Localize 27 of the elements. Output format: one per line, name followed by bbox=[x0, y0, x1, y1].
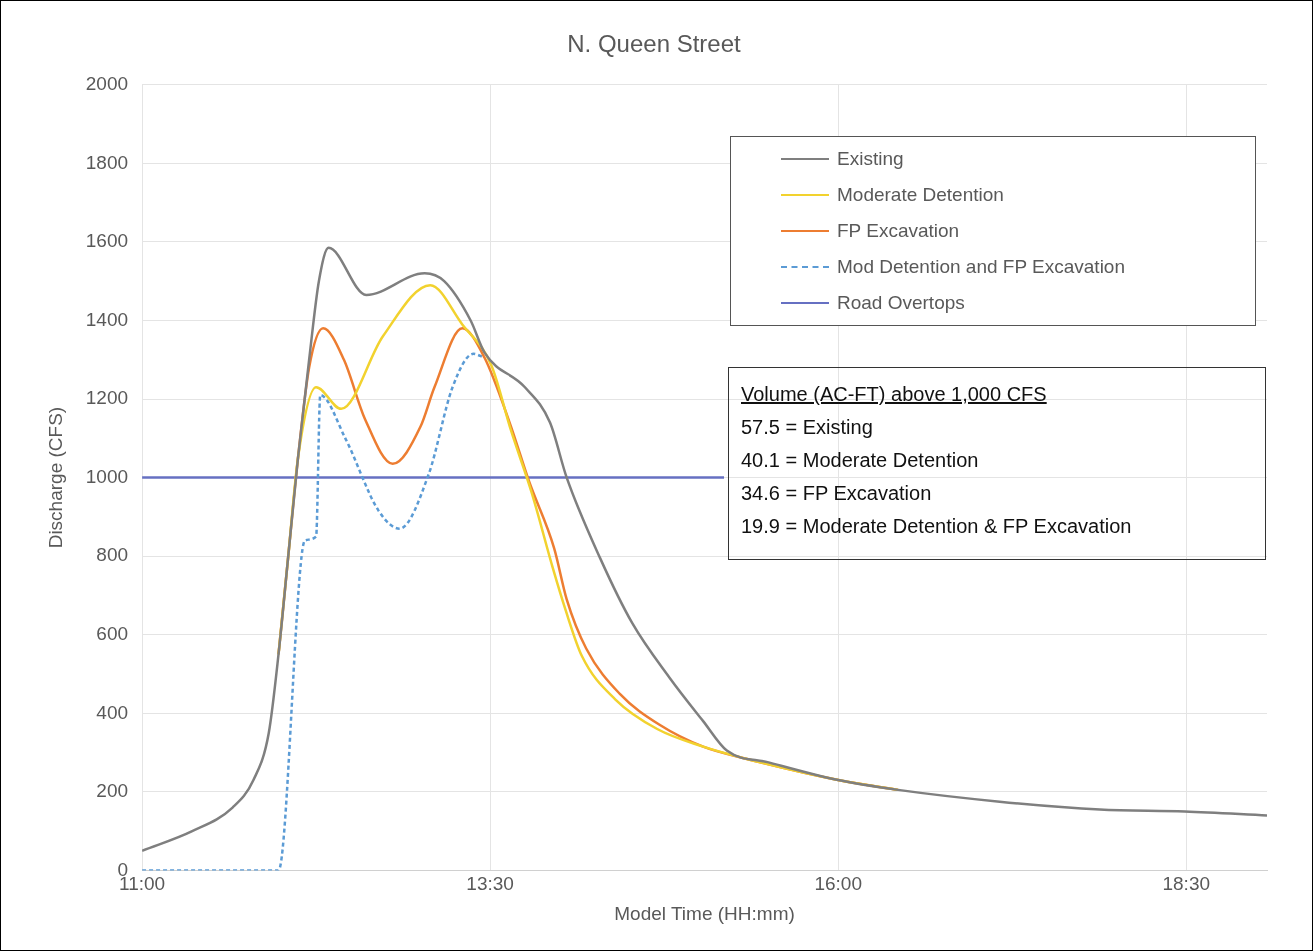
legend-label: Existing bbox=[837, 148, 904, 170]
line-series bbox=[142, 246, 1267, 853]
annotation: 19.9 = Moderate Detention & FP Excavation bbox=[741, 514, 1133, 539]
x-tick-label: 16:00 bbox=[814, 873, 862, 895]
x-axis-title: Model Time (HH:mm) bbox=[614, 902, 795, 924]
chart-title: N. Queen Street bbox=[567, 30, 742, 58]
annotation: 34.6 = FP Excavation bbox=[741, 481, 933, 506]
annotation: 57.5 = Existing bbox=[741, 415, 874, 440]
annotation: Volume (AC-FT) above 1,000 CFS bbox=[741, 382, 1048, 407]
y-tick-label: 600 bbox=[96, 622, 129, 644]
legend-label: Moderate Detention bbox=[837, 184, 1004, 206]
y-tick-label: 1600 bbox=[85, 230, 129, 252]
y-tick-label: 800 bbox=[96, 544, 129, 566]
x-tick-label: 18:30 bbox=[1162, 873, 1211, 895]
y-tick-label: 1800 bbox=[85, 151, 129, 173]
legend-label: FP Excavation bbox=[837, 220, 960, 242]
y-tick-label: 1400 bbox=[85, 308, 129, 330]
legend-label: Road Overtops bbox=[837, 292, 965, 314]
y-tick-label: 400 bbox=[96, 701, 129, 723]
legend-label: Mod Detention and FP Excavation bbox=[837, 256, 1125, 278]
y-tick-label: 1000 bbox=[85, 465, 129, 487]
y-axis-title: Discharge (CFS) bbox=[44, 406, 66, 549]
annotation: 40.1 = Moderate Detention bbox=[741, 448, 980, 473]
y-tick-label: 200 bbox=[96, 780, 129, 802]
x-tick-label: 13:30 bbox=[466, 873, 514, 895]
y-tick-label: 2000 bbox=[85, 73, 129, 95]
y-tick-label: 1200 bbox=[85, 387, 129, 409]
